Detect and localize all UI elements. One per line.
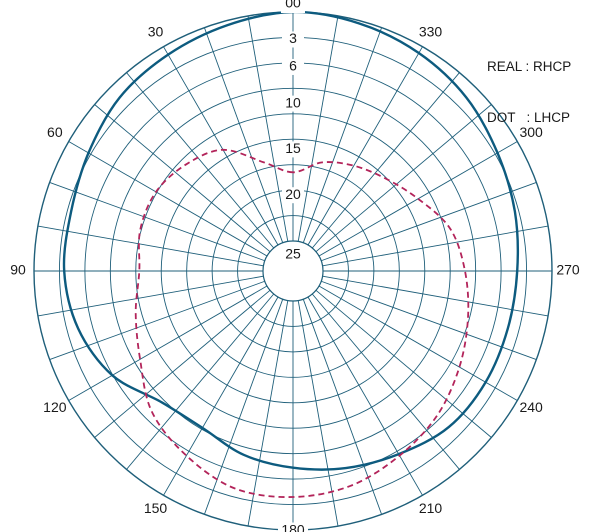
grid-spoke bbox=[302, 299, 383, 515]
label-background bbox=[282, 31, 304, 48]
legend: REAL : RHCP DOT : LHCP bbox=[487, 24, 571, 143]
chart-labels: 00 30 60 90 120 150 180 210 240 270 300 330 3 6 10 15 20… bbox=[10, 0, 580, 532]
angle-label: 210 bbox=[419, 500, 443, 516]
grid-spoke bbox=[37, 275, 264, 317]
angle-label: 00 bbox=[285, 0, 301, 11]
grid-spoke bbox=[126, 293, 275, 470]
grid-spoke bbox=[37, 225, 264, 267]
grid-spoke bbox=[315, 104, 492, 253]
grid-spoke bbox=[49, 280, 265, 361]
angle-label: 270 bbox=[556, 262, 580, 278]
legend-entry-rhcp: REAL : RHCP bbox=[487, 59, 572, 74]
angle-label: 120 bbox=[43, 399, 67, 415]
radial-label: 3 bbox=[289, 30, 297, 46]
grid-spoke bbox=[94, 104, 271, 253]
grid-spoke bbox=[49, 181, 265, 262]
radial-label: 6 bbox=[289, 58, 297, 74]
radial-label: 25 bbox=[285, 246, 301, 262]
grid-spoke bbox=[318, 285, 518, 401]
grid-spoke bbox=[163, 46, 279, 246]
grid-spoke bbox=[322, 275, 549, 317]
label-background bbox=[278, 522, 308, 532]
grid-spoke bbox=[297, 15, 339, 242]
grid-spoke bbox=[315, 289, 492, 438]
grid-spoke bbox=[307, 296, 423, 496]
grid-spoke bbox=[302, 27, 383, 243]
angle-label: 90 bbox=[10, 262, 26, 278]
series-rhcp-line bbox=[62, 10, 520, 471]
grid-spoke bbox=[247, 15, 289, 242]
label-background bbox=[282, 95, 304, 112]
grid-spoke bbox=[126, 72, 275, 249]
radial-label: 20 bbox=[285, 186, 301, 202]
grid-spoke bbox=[307, 46, 423, 246]
grid-spoke bbox=[68, 141, 268, 257]
grid-spoke bbox=[322, 225, 549, 267]
radial-label: 10 bbox=[285, 94, 301, 110]
label-background bbox=[282, 187, 304, 204]
angle-label: 60 bbox=[47, 124, 63, 140]
angle-label: 30 bbox=[148, 24, 164, 40]
grid-spoke bbox=[311, 72, 460, 249]
grid-spoke bbox=[94, 289, 271, 438]
label-background bbox=[281, 0, 305, 13]
polar-grid bbox=[33, 5, 553, 532]
grid-spoke bbox=[297, 300, 339, 527]
series-lhcp-line bbox=[134, 148, 470, 498]
grid-spoke bbox=[247, 300, 289, 527]
grid-spoke bbox=[163, 296, 279, 496]
angle-label: 240 bbox=[519, 399, 543, 415]
pattern-curves bbox=[62, 10, 520, 498]
grid-spoke bbox=[203, 27, 284, 243]
grid-spoke bbox=[311, 293, 460, 470]
angle-label: 150 bbox=[144, 500, 168, 516]
grid-spoke bbox=[321, 181, 537, 262]
legend-entry-lhcp: DOT : LHCP bbox=[487, 110, 571, 125]
angle-label: 330 bbox=[419, 24, 443, 40]
angle-label: 300 bbox=[519, 124, 543, 140]
label-background bbox=[282, 141, 304, 158]
angle-label: 180 bbox=[281, 522, 305, 532]
grid-spoke bbox=[321, 280, 537, 361]
label-background bbox=[282, 247, 304, 263]
grid-spoke bbox=[68, 285, 268, 401]
grid-spoke bbox=[203, 299, 284, 515]
radial-label: 15 bbox=[285, 140, 301, 156]
label-background bbox=[282, 58, 304, 75]
